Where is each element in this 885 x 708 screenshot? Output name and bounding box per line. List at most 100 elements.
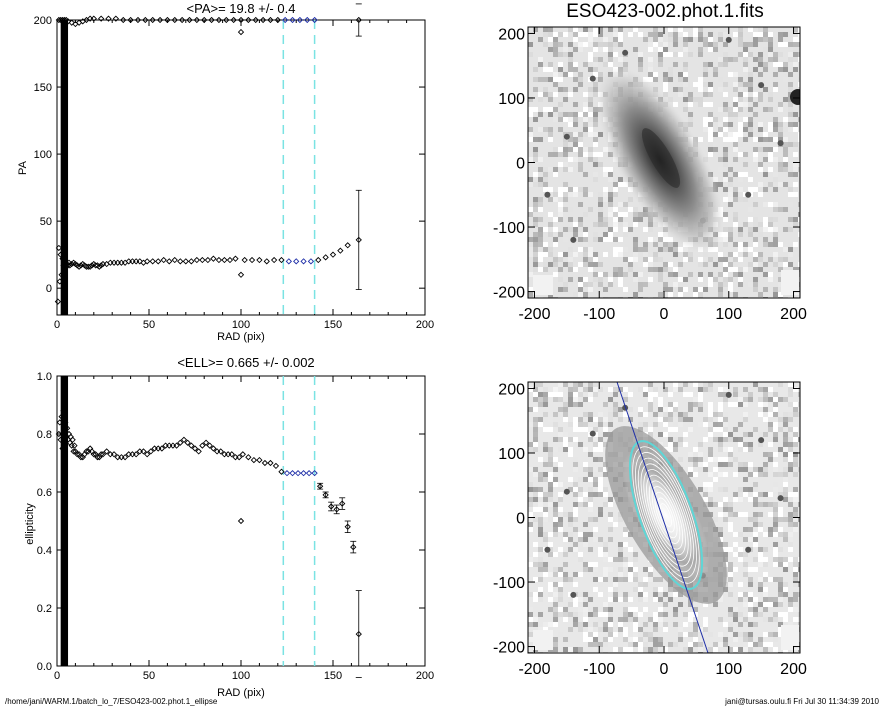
noise-pixel	[598, 612, 603, 617]
noise-pixel	[753, 262, 758, 267]
data-point	[195, 448, 202, 455]
noise-pixel	[588, 612, 593, 617]
x-tick-label: 200	[416, 670, 434, 682]
noise-pixel	[728, 592, 733, 597]
noise-pixel	[773, 122, 778, 127]
noise-pixel	[763, 407, 768, 412]
noise-pixel	[558, 427, 563, 432]
noise-pixel	[758, 527, 763, 532]
noise-pixel	[643, 37, 648, 42]
noise-pixel	[638, 597, 643, 602]
noise-pixel	[768, 442, 773, 447]
noise-pixel	[548, 77, 553, 82]
noise-pixel	[778, 157, 783, 162]
noise-pixel	[563, 162, 568, 167]
noise-pixel	[708, 132, 713, 137]
noise-pixel	[708, 122, 713, 127]
data-point	[103, 448, 110, 455]
noise-pixel	[783, 127, 788, 132]
noise-pixel	[753, 427, 758, 432]
noise-pixel	[583, 637, 588, 642]
noise-pixel	[748, 632, 753, 637]
data-point	[305, 470, 313, 477]
noise-pixel	[528, 522, 533, 527]
data-point	[57, 436, 64, 443]
noise-pixel	[573, 612, 578, 617]
noise-pixel	[538, 267, 543, 272]
noise-pixel	[553, 42, 558, 47]
noise-pixel	[623, 257, 628, 262]
noise-pixel	[718, 472, 723, 477]
noise-pixel	[773, 62, 778, 67]
noise-pixel	[653, 72, 658, 77]
noise-pixel	[798, 222, 800, 227]
noise-pixel	[793, 27, 798, 32]
noise-pixel	[663, 612, 668, 617]
data-point	[56, 278, 63, 285]
noise-pixel	[788, 247, 793, 252]
noise-pixel	[743, 562, 748, 567]
noise-pixel	[538, 392, 543, 397]
noise-pixel	[578, 607, 583, 612]
noise-pixel	[763, 587, 768, 592]
noise-pixel	[718, 387, 723, 392]
noise-pixel	[723, 147, 728, 152]
noise-pixel	[733, 437, 738, 442]
noise-pixel	[733, 637, 738, 642]
noise-pixel	[738, 282, 743, 287]
noise-pixel	[663, 92, 668, 97]
noise-pixel	[528, 127, 533, 132]
noise-pixel	[718, 412, 723, 417]
noise-pixel	[748, 207, 753, 212]
noise-pixel	[548, 547, 553, 552]
noise-pixel	[718, 462, 723, 467]
noise-pixel	[723, 257, 728, 262]
noise-pixel	[538, 477, 543, 482]
noise-pixel	[618, 177, 623, 182]
noise-pixel	[623, 607, 628, 612]
noise-pixel	[798, 437, 800, 442]
noise-pixel	[718, 422, 723, 427]
noise-pixel	[548, 587, 553, 592]
noise-pixel	[558, 207, 563, 212]
noise-pixel	[588, 37, 593, 42]
noise-pixel	[613, 557, 618, 562]
noise-pixel	[748, 487, 753, 492]
noise-pixel	[748, 542, 753, 547]
data-point	[121, 454, 129, 461]
noise-pixel	[568, 402, 573, 407]
noise-pixel	[573, 112, 578, 117]
noise-pixel	[628, 607, 633, 612]
noise-pixel	[538, 167, 543, 172]
noise-pixel	[608, 502, 613, 507]
noise-pixel	[598, 197, 603, 202]
noise-pixel	[653, 617, 658, 622]
noise-pixel	[738, 27, 743, 32]
noise-pixel	[568, 597, 573, 602]
noise-pixel	[553, 607, 558, 612]
noise-pixel	[588, 257, 593, 262]
noise-pixel	[533, 517, 538, 522]
data-point	[59, 445, 66, 452]
noise-pixel	[678, 262, 683, 267]
noise-pixel	[778, 102, 783, 107]
noise-pixel	[538, 577, 543, 582]
data-point	[98, 15, 105, 22]
noise-pixel	[573, 532, 578, 537]
noise-pixel	[588, 632, 593, 637]
noise-pixel	[713, 72, 718, 77]
noise-pixel	[768, 147, 773, 152]
noise-pixel	[738, 402, 743, 407]
noise-pixel	[548, 517, 553, 522]
noise-pixel	[598, 627, 603, 632]
noise-pixel	[588, 492, 593, 497]
noise-pixel	[658, 257, 663, 262]
noise-pixel	[543, 42, 548, 47]
noise-pixel	[708, 497, 713, 502]
noise-pixel	[603, 622, 608, 627]
noise-pixel	[678, 92, 683, 97]
noise-pixel	[538, 627, 543, 632]
noise-pixel	[793, 217, 798, 222]
noise-pixel	[553, 72, 558, 77]
noise-pixel	[663, 232, 668, 237]
